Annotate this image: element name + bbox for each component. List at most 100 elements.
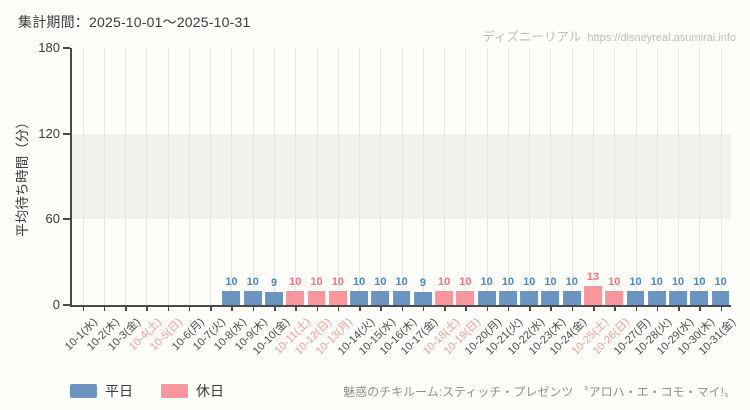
chart-column: 10 10-28(火) (633, 48, 674, 357)
y-tick-label: 60 (45, 211, 60, 227)
grid-line (678, 48, 680, 305)
grid-line (82, 48, 84, 305)
x-tick-mark (720, 307, 723, 311)
chart-column: 10-7(火) (191, 48, 228, 353)
attraction-name: 魅惑のチキルーム:スティッチ・プレゼンツ 〝アロハ・エ・コモ・マイ!〟 (343, 385, 736, 399)
chart-column: 10-2(木) (85, 48, 122, 353)
chart-column: 10 10-12(日) (293, 48, 334, 357)
grid-line (295, 48, 297, 305)
chart-column: 10 10-8(水) (212, 48, 249, 353)
grid-line (465, 48, 467, 305)
highlight-band (72, 133, 731, 220)
x-tick-mark (188, 307, 191, 311)
bar-value-label: 9 (270, 277, 278, 290)
chart-column: 10 10-18(土) (420, 48, 462, 357)
grid-line (401, 48, 403, 305)
bar-value-label: 10 (225, 275, 238, 288)
x-tick-mark (380, 307, 382, 311)
chart-column: 13 10-25(土) (569, 48, 611, 357)
chart-column: 10 10-31(金) (697, 48, 738, 357)
bar-value-label: 10 (629, 275, 642, 288)
bar-value-label: 10 (714, 275, 727, 288)
grid-line (635, 48, 637, 305)
bar-value-label: 10 (395, 275, 408, 288)
grid-line (188, 48, 190, 305)
x-tick-mark (316, 307, 319, 311)
chart-column: 10-1(水) (63, 48, 100, 353)
chart-column: 10 10-9(木) (233, 48, 270, 353)
chart-column: 9 10-10(金) (250, 48, 292, 357)
bar-columns: 10-1(水) 10-2(木) 10-3(金) 10-4(土) 10-5(日) 10-6(… (63, 48, 738, 357)
grid-line (210, 48, 212, 305)
grid-line (103, 48, 105, 305)
x-tick-mark (571, 307, 574, 311)
x-tick-mark (678, 307, 680, 311)
grid-line (444, 48, 446, 305)
bar-value-label: 10 (544, 275, 557, 288)
weekday-bar (243, 290, 262, 305)
legend-item-weekday: 平日 (70, 381, 133, 401)
x-tick-mark (231, 307, 233, 311)
holiday-bar (307, 290, 326, 305)
weekday-bar (562, 290, 581, 305)
bar-value-label: 10 (438, 275, 451, 288)
holiday-bar (435, 290, 454, 305)
grid-line (337, 48, 339, 305)
site-name: ディズニーリアル (482, 30, 582, 44)
weekday-bar (669, 290, 687, 305)
chart-column: 10 10-24(金) (548, 48, 589, 357)
grid-line (231, 48, 233, 305)
bar-value-label: 10 (374, 275, 387, 288)
chart-column: 10 10-23(木) (527, 48, 568, 357)
weekday-bar (690, 290, 709, 305)
y-tick-mark (63, 47, 70, 49)
x-tick-mark (444, 307, 446, 311)
holiday-bar (605, 290, 624, 305)
chart-column: 10 10-11(土) (272, 48, 313, 357)
weekday-color-swatch (70, 384, 97, 398)
legend-label: 平日 (105, 383, 133, 399)
chart-column: 10 10-13(月) (314, 48, 355, 357)
x-tick-mark (82, 307, 85, 311)
weekday-bar (222, 290, 241, 305)
grid-line (529, 48, 531, 305)
bar-value-label: 10 (480, 275, 493, 288)
weekday-bar (350, 290, 369, 305)
chart-column: 10 10-15(水) (357, 48, 398, 357)
chart-column: 10-6(月) (170, 48, 207, 353)
x-tick-mark (422, 307, 425, 311)
bar-value-label: 10 (289, 275, 302, 288)
bar-value-label: 10 (608, 275, 621, 288)
grid-line (550, 48, 552, 305)
holiday-color-swatch (161, 384, 188, 398)
x-tick-mark (486, 307, 489, 311)
holiday-bar (328, 290, 347, 305)
weekday-bar (499, 290, 517, 305)
bar-value-label: 10 (246, 275, 259, 288)
grid-line (252, 48, 254, 305)
chart-column: 10-3(金) (106, 48, 143, 353)
bar-value-label: 10 (331, 275, 344, 288)
y-tick-mark (63, 304, 70, 306)
x-tick-mark (359, 307, 361, 311)
grid-line (316, 48, 318, 305)
y-tick-mark (63, 218, 70, 221)
plot-area: 10-1(水) 10-2(木) 10-3(金) 10-4(土) 10-5(日) 10-6(… (63, 48, 738, 357)
grid-line (614, 48, 616, 305)
chart-column: 10 10-16(木) (378, 48, 419, 357)
grid-line (274, 48, 276, 305)
aggregation-period-label: 集計期間：2025-10-01～2025-10-31 (18, 14, 251, 30)
x-tick-mark (593, 307, 595, 311)
bar-value-label: 9 (419, 277, 426, 290)
bar-value-label: 10 (565, 275, 578, 288)
grid-line (146, 48, 148, 305)
holiday-bar (584, 286, 602, 305)
weekday-bar (477, 290, 496, 305)
x-tick-mark (550, 307, 552, 311)
site-watermark: ディズニーリアル https://disneyreal.asumirai.info (482, 26, 736, 46)
y-tick-mark (63, 132, 70, 135)
holiday-bar (456, 290, 475, 305)
bar-value-label: 10 (671, 275, 685, 288)
x-tick-mark (507, 307, 510, 311)
